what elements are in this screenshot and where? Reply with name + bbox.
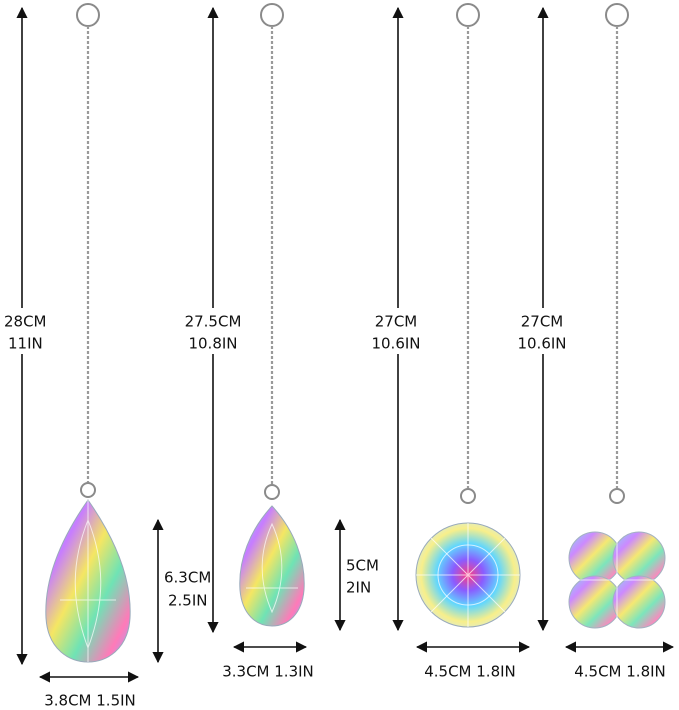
- item-drop: 27.5CM 10.8IN 5CM 2IN 3.3CM 1.3IN: [178, 3, 379, 681]
- height-cm: 6.3CM: [164, 569, 211, 587]
- height-in: 2.5IN: [168, 592, 208, 610]
- item-teardrop: 28CM 11IN 6.3CM 2.5IN 3.8CM 1.5IN: [2, 3, 211, 710]
- length-cm: 27CM: [375, 313, 418, 331]
- width-label: 3.3CM 1.3IN: [222, 663, 314, 681]
- width-label: 3.8CM 1.5IN: [44, 692, 136, 710]
- item-clover: 27CM 10.6IN 4.5CM 1.8IN: [512, 3, 675, 681]
- length-in: 10.8IN: [188, 335, 237, 353]
- width-label: 4.5CM 1.8IN: [424, 663, 516, 681]
- length-in: 11IN: [8, 335, 43, 353]
- length-cm: 27.5CM: [185, 313, 242, 331]
- length-in: 10.6IN: [371, 335, 420, 353]
- width-label: 4.5CM 1.8IN: [574, 663, 666, 681]
- height-in: 2IN: [346, 579, 371, 597]
- length-cm: 27CM: [521, 313, 564, 331]
- height-cm: 5CM: [346, 557, 379, 575]
- item-sphere: 27CM 10.6IN 4.5CM 1.8IN: [366, 3, 531, 681]
- length-in: 10.6IN: [517, 335, 566, 353]
- length-cm: 28CM: [4, 313, 47, 331]
